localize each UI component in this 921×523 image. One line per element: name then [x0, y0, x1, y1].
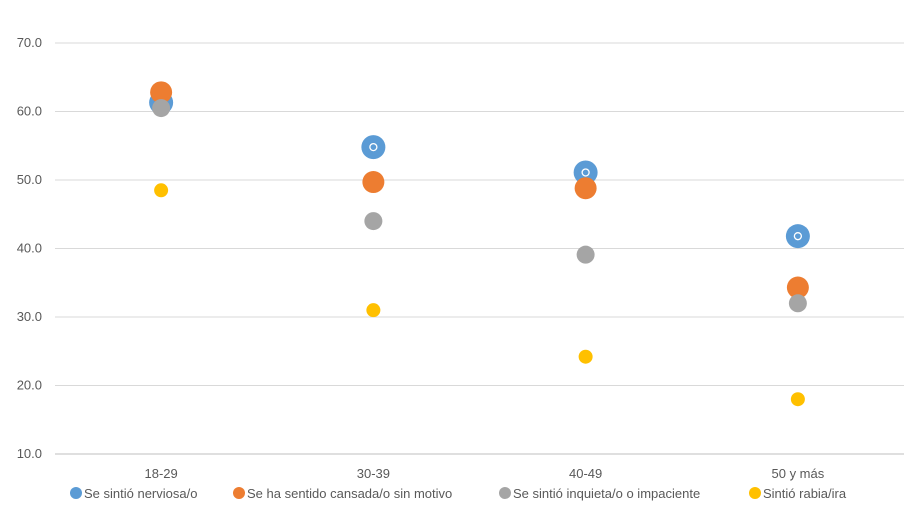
data-point	[152, 99, 171, 118]
y-tick-label: 40.0	[17, 241, 42, 256]
data-point	[364, 212, 383, 231]
x-tick-label: 50 y más	[772, 466, 825, 481]
legend-marker	[233, 487, 245, 499]
data-point-marker	[793, 232, 803, 241]
data-point	[573, 160, 598, 185]
x-tick-label: 30-39	[357, 466, 390, 481]
x-tick-label: 40-49	[569, 466, 602, 481]
data-point	[785, 224, 810, 249]
data-point	[361, 135, 386, 160]
y-tick-label: 30.0	[17, 309, 42, 324]
data-point-marker	[581, 168, 590, 177]
legend-label: Se sintió nerviosa/o	[84, 486, 197, 501]
x-tick-label: 18-29	[145, 466, 178, 481]
data-point	[578, 349, 593, 364]
data-point	[790, 392, 805, 407]
legend-item: Se sintió inquieta/o o impaciente	[499, 486, 700, 501]
legend-item: Se sintió nerviosa/o	[70, 486, 197, 501]
data-point	[786, 276, 809, 299]
x-axis: 18-29 30-39 40-49 50 y más	[145, 466, 825, 481]
legend-marker	[749, 487, 761, 499]
data-point	[154, 183, 169, 198]
gridlines	[55, 42, 904, 455]
legend-item: Sintió rabia/ira	[749, 486, 847, 501]
data-point-marker	[369, 142, 378, 152]
data-point	[366, 303, 381, 318]
legend-marker	[70, 487, 82, 499]
legend-label: Sintió rabia/ira	[763, 486, 847, 501]
data-point	[788, 294, 807, 313]
legend-item: Se ha sentido cansada/o sin motivo	[233, 486, 452, 501]
legend-label: Se sintió inquieta/o o impaciente	[513, 486, 700, 501]
legend: Se sintió nerviosa/o Se ha sentido cansad…	[70, 486, 847, 501]
legend-label: Se ha sentido cansada/o sin motivo	[247, 486, 452, 501]
y-tick-label: 50.0	[17, 172, 42, 187]
data-point	[150, 81, 173, 104]
y-axis: 10.0 20.0 30.0 40.0 50.0 60.0 70.0	[17, 35, 42, 461]
data-point	[576, 245, 595, 264]
data-point	[362, 171, 385, 194]
y-tick-label: 10.0	[17, 446, 42, 461]
data-points	[149, 81, 810, 407]
y-tick-label: 70.0	[17, 35, 42, 50]
y-tick-label: 60.0	[17, 104, 42, 119]
legend-marker	[499, 487, 511, 499]
y-tick-label: 20.0	[17, 378, 42, 393]
data-point	[574, 177, 597, 200]
